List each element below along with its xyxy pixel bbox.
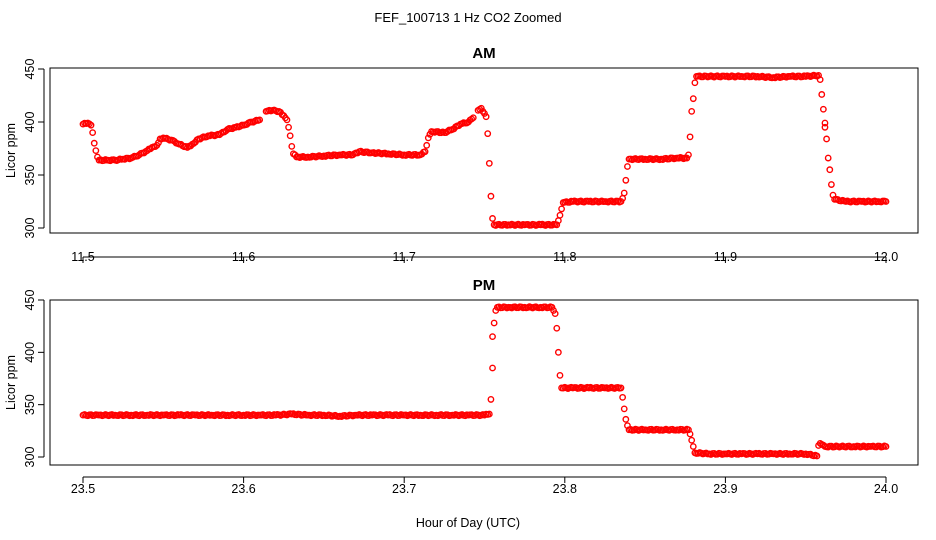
data-point [821, 119, 829, 127]
data-series [79, 303, 890, 460]
data-point [553, 324, 561, 332]
data-point [86, 120, 93, 128]
data-point [482, 113, 490, 121]
data-point [288, 142, 296, 150]
figure-title: FEF_100713 1 Hz CO2 Zoomed [374, 10, 561, 25]
data-point [485, 159, 493, 167]
x-axis-label: Hour of Day (UTC) [416, 516, 520, 530]
data-point [622, 415, 630, 423]
data-point [469, 114, 477, 122]
data-point [92, 147, 100, 155]
data-point [619, 393, 627, 401]
data-point [556, 371, 564, 379]
data-point [551, 310, 559, 318]
x-tick-label: 12.0 [874, 250, 898, 264]
data-point [489, 333, 496, 341]
data-point [882, 443, 890, 450]
data-point [624, 163, 631, 170]
data-point [686, 430, 694, 438]
y-tick-label: 300 [23, 218, 37, 239]
data-point [689, 443, 697, 450]
data-point [823, 135, 830, 143]
x-tick-label: 24.0 [874, 482, 898, 496]
data-point [484, 130, 492, 138]
data-point [256, 116, 264, 124]
x-tick-label: 23.9 [713, 482, 737, 496]
data-point [824, 154, 832, 162]
data-point [489, 215, 496, 222]
y-tick-label: 400 [23, 112, 37, 133]
x-tick-label: 23.6 [231, 482, 255, 496]
x-tick-label: 23.7 [392, 482, 416, 496]
y-axis-label: Licor ppm [4, 355, 18, 410]
y-axis-label: Licor ppm [4, 123, 18, 178]
x-axis: 11.5 11.6 11.7 11.8 11.9 12.0 [71, 250, 898, 264]
data-point [90, 139, 98, 147]
data-point [827, 181, 835, 188]
data-point [554, 348, 562, 356]
data-series [79, 71, 890, 229]
x-tick-label: 23.5 [71, 482, 95, 496]
x-axis: 23.5 23.6 23.7 23.8 23.9 24.0 [71, 476, 898, 496]
am-panel: AM 11.5 11.6 11.7 11.8 11.9 12.0 300 350 400 450 Li… [4, 45, 919, 264]
data-point [622, 176, 630, 184]
data-point [620, 405, 628, 413]
panel-title: AM [472, 45, 495, 62]
data-point [487, 396, 495, 403]
data-point [813, 452, 821, 460]
data-point [689, 95, 697, 103]
y-tick-label: 350 [23, 165, 37, 186]
plot-frame [49, 299, 919, 466]
data-point [283, 116, 291, 124]
x-tick-label: 11.8 [553, 250, 576, 264]
data-point [558, 205, 565, 213]
data-point [87, 121, 95, 129]
x-tick-label: 11.6 [232, 250, 255, 264]
x-tick-label: 23.8 [553, 482, 577, 496]
pm-panel: PM 23.5 23.6 23.7 23.8 23.9 24.0 300 350 400 450 Li… [4, 277, 919, 496]
data-point [691, 79, 699, 87]
data-point [620, 189, 628, 197]
data-point [490, 319, 498, 327]
y-tick-label: 450 [23, 290, 37, 311]
data-point [151, 143, 159, 151]
data-point [821, 123, 829, 131]
y-tick-label: 350 [23, 394, 37, 415]
x-tick-label: 11.5 [71, 250, 94, 264]
data-point [819, 105, 827, 113]
data-point [556, 211, 564, 219]
panel-title: PM [473, 277, 496, 294]
data-point [285, 123, 292, 131]
data-point [818, 91, 826, 98]
y-tick-label: 450 [23, 59, 37, 80]
plot-frame [49, 67, 919, 234]
y-axis: 300 350 400 450 Licor ppm [4, 59, 45, 239]
data-point [424, 134, 432, 142]
data-point [688, 108, 696, 115]
x-tick-label: 11.9 [714, 250, 737, 264]
data-point [688, 436, 696, 444]
data-point [487, 192, 495, 200]
data-point [826, 166, 834, 174]
data-point [489, 364, 496, 372]
y-tick-label: 300 [23, 447, 37, 468]
data-point [485, 410, 493, 418]
x-tick-label: 11.7 [392, 250, 415, 264]
data-point [89, 129, 97, 137]
data-point [816, 76, 824, 84]
data-point [421, 148, 429, 156]
data-point [686, 133, 694, 141]
data-point [685, 151, 692, 159]
y-tick-label: 400 [23, 342, 37, 363]
y-axis: 300 350 400 450 Licor ppm [4, 290, 45, 468]
data-point [617, 384, 625, 392]
data-point [423, 141, 431, 149]
data-point [882, 198, 890, 205]
data-point [286, 132, 294, 140]
